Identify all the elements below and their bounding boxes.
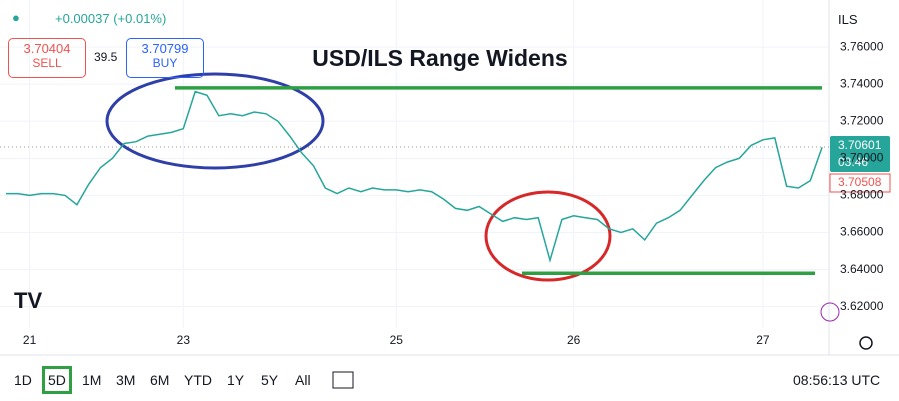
y-tick-label: 3.68000 (840, 188, 884, 202)
highlight-circle (484, 190, 612, 282)
icon (820, 302, 840, 322)
highlight-circle (105, 72, 325, 170)
countdown-label: 03:46 (838, 155, 868, 169)
range-button[interactable]: 6M (150, 372, 170, 388)
price-tag (829, 173, 891, 193)
y-tick-label: 3.76000 (840, 39, 884, 53)
price-tag (830, 136, 890, 172)
y-tick-label: 3.62000 (840, 299, 884, 313)
y-tick-label: 3.74000 (840, 76, 884, 90)
x-tick-label: 21 (23, 333, 37, 347)
logo: TV (14, 288, 42, 313)
status-dot: ● (12, 10, 20, 25)
x-tick-label: 23 (177, 333, 191, 347)
change: +0.00037 (+0.01%) (55, 11, 167, 26)
range-button[interactable]: 1D (14, 372, 32, 388)
sell-button[interactable]: 3.70404 SELL (8, 38, 86, 78)
range-button[interactable]: 1M (82, 372, 102, 388)
range-button[interactable]: 5Y (261, 372, 279, 388)
y-tick-label: 3.64000 (840, 262, 884, 276)
range-button[interactable]: YTD (184, 372, 212, 388)
range-button[interactable]: 1Y (227, 372, 245, 388)
x-tick-label: 26 (567, 333, 581, 347)
chart-title: USD/ILS Range Widens (312, 45, 567, 71)
sell-price: 3.70404 (23, 41, 71, 56)
sell-label: SELL (32, 56, 62, 70)
currency-select[interactable]: ILS (838, 12, 858, 27)
x-tick-label: 25 (390, 333, 404, 347)
y-tick-label: 3.70000 (840, 151, 884, 165)
buy-price: 3.70799 (141, 41, 189, 56)
price-tag-label: 3.70508 (838, 175, 882, 189)
buy-label: BUY (152, 56, 178, 70)
buy-button[interactable]: 3.70799 BUY (126, 38, 204, 78)
range-button[interactable]: 5D (42, 366, 72, 394)
price-line-series (5, 90, 823, 264)
price-tag-label: 3.70601 (838, 138, 882, 152)
range-button[interactable]: All (295, 372, 311, 388)
compare-icon[interactable] (332, 371, 354, 389)
spread: 39.5 (94, 50, 118, 64)
y-tick-label: 3.66000 (840, 225, 884, 239)
range-button[interactable]: 3M (116, 372, 136, 388)
settings-icon[interactable] (859, 336, 873, 350)
x-tick-label: 27 (756, 333, 770, 347)
y-tick-label: 3.72000 (840, 113, 884, 127)
clock: 08:56:13 UTC (793, 372, 881, 388)
